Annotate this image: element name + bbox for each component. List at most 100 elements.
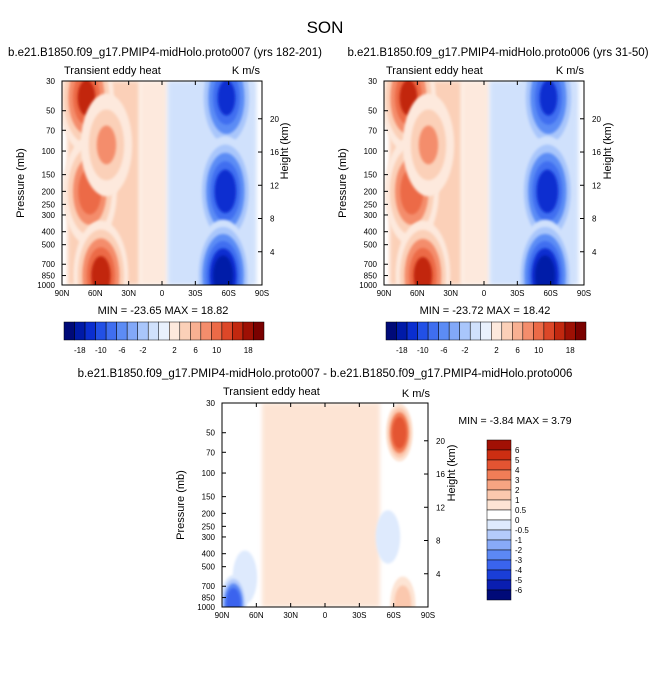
panel-left-string: Transient eddy heat: [386, 65, 483, 77]
plot-axes: 90N 60N 30N 0 30S 60S 90S 30 50 70 100 150 200 250 300…: [175, 399, 458, 620]
height-tick-label: 12: [436, 503, 445, 512]
colorbar-swatch: [486, 549, 512, 561]
y-tick-label: 500: [202, 563, 216, 572]
colorbar-swatch: [486, 519, 512, 531]
colorbar-swatch: [564, 321, 576, 341]
x-tick-label: 60S: [387, 611, 401, 620]
panel-top-right: b.e21.B1850.f09_g17.PMIP4-midHolo.proto0…: [337, 47, 649, 355]
colorbar-swatch: [512, 321, 524, 341]
height-tick-label: 8: [592, 215, 597, 224]
y-tick-label: 400: [202, 550, 216, 559]
contour-level: [413, 256, 433, 285]
colorbar-label: 2: [172, 346, 177, 355]
colorbar-swatch: [486, 579, 512, 591]
colorbar-label: 6: [515, 346, 520, 355]
x-tick-label: 0: [323, 611, 328, 620]
colorbar-swatch: [63, 321, 75, 341]
height-axis-label: Height (km): [602, 123, 614, 180]
colorbar-label: -3: [515, 556, 523, 565]
colorbar-swatch: [486, 459, 512, 471]
x-tick-label: 90S: [255, 289, 269, 298]
panel-difference: b.e21.B1850.f09_g17.PMIP4-midHolo.proto0…: [78, 368, 573, 620]
colorbar-label: 6: [515, 446, 520, 455]
contour-level: [535, 255, 556, 285]
contour-level: [392, 416, 407, 449]
colorbar-swatch: [486, 509, 512, 521]
height-tick-label: 4: [270, 248, 275, 257]
height-tick-label: 20: [592, 115, 601, 124]
y-tick-label: 250: [364, 200, 378, 209]
x-tick-label: 30N: [443, 289, 458, 298]
colorbar-swatch: [486, 439, 512, 451]
x-tick-label: 30S: [352, 611, 366, 620]
contour-level: [91, 256, 111, 285]
x-tick-label: 30S: [188, 289, 202, 298]
y-axis-label: Pressure (mb): [337, 148, 349, 218]
y-axis-label: Pressure (mb): [175, 470, 187, 540]
colorbar-swatch: [486, 569, 512, 581]
colorbar-swatch: [158, 321, 170, 341]
colorbar-label: 4: [515, 466, 520, 475]
colorbar-swatch: [486, 479, 512, 491]
contour-level: [377, 514, 399, 560]
colorbar-label: -2: [139, 346, 147, 355]
x-tick-label: 0: [160, 289, 165, 298]
min-max-readout: MIN = -23.72 MAX = 18.42: [420, 305, 551, 317]
height-tick-label: 8: [436, 537, 441, 546]
colorbar-swatch: [486, 529, 512, 541]
x-tick-label: 90N: [215, 611, 230, 620]
y-tick-label: 1000: [197, 603, 215, 612]
y-tick-label: 150: [364, 171, 378, 180]
height-tick-label: 16: [270, 148, 279, 157]
x-tick-label: 90N: [55, 289, 70, 298]
height-tick-label: 12: [592, 181, 601, 190]
contour-level: [214, 169, 237, 214]
colorbar-label: -1: [515, 536, 523, 545]
colorbar-swatch: [533, 321, 545, 341]
x-tick-label: 60N: [410, 289, 425, 298]
y-tick-label: 50: [46, 107, 55, 116]
colorbar-label: -6: [515, 586, 523, 595]
y-tick-label: 500: [364, 241, 378, 250]
y-tick-label: 70: [368, 126, 377, 135]
colorbar-swatch: [200, 321, 212, 341]
y-tick-label: 850: [42, 272, 56, 281]
colorbar-label: 0.5: [515, 506, 527, 515]
panel-units: K m/s: [402, 388, 431, 400]
x-tick-label: 30S: [510, 289, 524, 298]
height-tick-label: 20: [436, 437, 445, 446]
panel-units: K m/s: [232, 65, 261, 77]
colorbar-swatch: [459, 321, 471, 341]
contour-level: [217, 81, 236, 116]
colorbar-swatch: [417, 321, 429, 341]
y-tick-label: 700: [202, 582, 216, 591]
colorbar-label: -2: [461, 346, 469, 355]
colorbar-swatch: [84, 321, 96, 341]
colorbar-swatch: [543, 321, 555, 341]
y-tick-label: 850: [364, 272, 378, 281]
contour-plot-area: [62, 81, 262, 285]
y-tick-label: 700: [42, 260, 56, 269]
colorbar-label: 3: [515, 476, 520, 485]
y-tick-label: 400: [42, 228, 56, 237]
y-tick-label: 250: [42, 200, 56, 209]
y-tick-label: 70: [46, 126, 55, 135]
panel-top-left: b.e21.B1850.f09_g17.PMIP4-midHolo.proto0…: [8, 47, 322, 355]
colorbar-label: 2: [515, 486, 520, 495]
y-tick-label: 70: [206, 448, 215, 457]
colorbar-swatch: [486, 499, 512, 511]
panel-title: b.e21.B1850.f09_g17.PMIP4-midHolo.proto0…: [8, 47, 322, 59]
colorbar-label: -6: [440, 346, 448, 355]
colorbar-swatch: [491, 321, 503, 341]
height-tick-label: 20: [270, 115, 279, 124]
colorbar-label: 10: [534, 346, 543, 355]
contour-level: [394, 585, 412, 607]
x-tick-label: 30N: [121, 289, 136, 298]
y-tick-label: 1000: [359, 281, 377, 290]
y-tick-label: 150: [202, 493, 216, 502]
y-tick-label: 100: [202, 469, 216, 478]
colorbar-swatch: [126, 321, 138, 341]
x-tick-label: 90S: [577, 289, 591, 298]
colorbar-swatch: [137, 321, 149, 341]
